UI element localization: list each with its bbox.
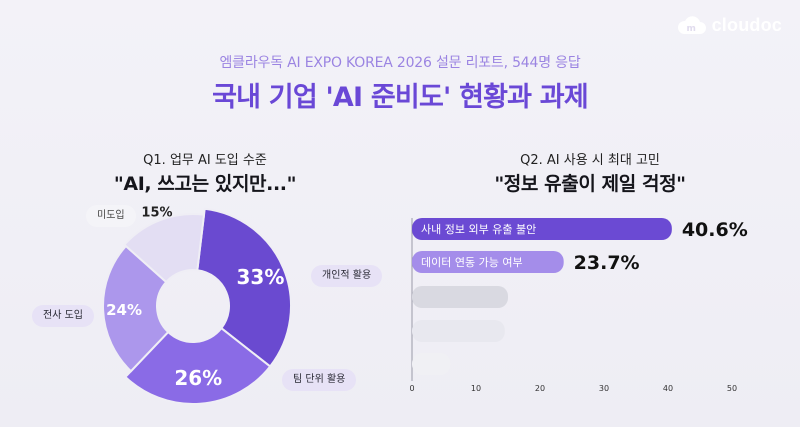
pie-value-company: 24% [106, 301, 142, 319]
pie-slice-team [123, 326, 272, 405]
bar-item-5 [412, 353, 451, 375]
bar-data-integration [412, 251, 564, 273]
bar-x-tick-4: 40 [663, 384, 673, 393]
q1-donut-chart: 33% 26% 24% 15% [102, 206, 292, 405]
bar-info-leak-value: 40.6% [682, 219, 748, 241]
pie-slice-company [102, 244, 170, 373]
bar-x-tick-3: 30 [599, 384, 609, 393]
q2-title: "정보 유출이 제일 걱정" [494, 173, 686, 195]
bar-data-integration-label: 데이터 연동 가능 여부 [421, 256, 523, 269]
pie-legend-none: 미도입 [86, 205, 136, 227]
bar-data-integration-value: 23.7% [574, 252, 640, 274]
q1-title: "AI, 쓰고는 있지만..." [113, 173, 297, 195]
bar-info-leak-label: 사내 정보 외부 유출 불안 [421, 223, 536, 236]
bar-x-tick-0: 0 [409, 384, 414, 393]
bar-item-4 [412, 320, 505, 342]
q2-label: Q2. AI 사용 시 최대 고민 [520, 153, 660, 168]
pie-slice-personal [196, 207, 292, 368]
cloud-logo-icon: m [677, 16, 706, 34]
bar-x-tick-1: 10 [471, 384, 481, 393]
brand-logo: m cloudoc [677, 14, 782, 36]
bar-x-tick-5: 50 [727, 384, 737, 393]
pie-slice-none [122, 213, 206, 284]
report-subtitle: 엠클라우독 AI EXPO KOREA 2026 설문 리포트, 544명 응답 [219, 55, 581, 71]
bar-info-leak [412, 218, 672, 240]
brand-name: cloudoc [711, 14, 782, 35]
q1-label: Q1. 업무 AI 도입 수준 [143, 153, 267, 168]
bar-x-tick-2: 20 [535, 384, 545, 393]
bar-item-3 [412, 286, 508, 308]
report-title: 국내 기업 'AI 준비도' 현황과 과제 [212, 82, 589, 113]
pie-legend-company: 전사 도입 [32, 305, 94, 327]
svg-text:m: m [686, 24, 695, 34]
q2-bar-chart: 0 10 20 30 40 50 사내 정보 외부 유출 불안 40.6% 데이터 연동 가능 … [409, 218, 748, 393]
pie-value-personal: 33% [236, 265, 284, 289]
pie-value-none: 15% [141, 206, 172, 221]
pie-legend-personal: 개인적 활용 [311, 265, 383, 287]
pie-value-team: 26% [174, 366, 222, 390]
pie-legend-team: 팀 단위 활용 [282, 369, 357, 391]
